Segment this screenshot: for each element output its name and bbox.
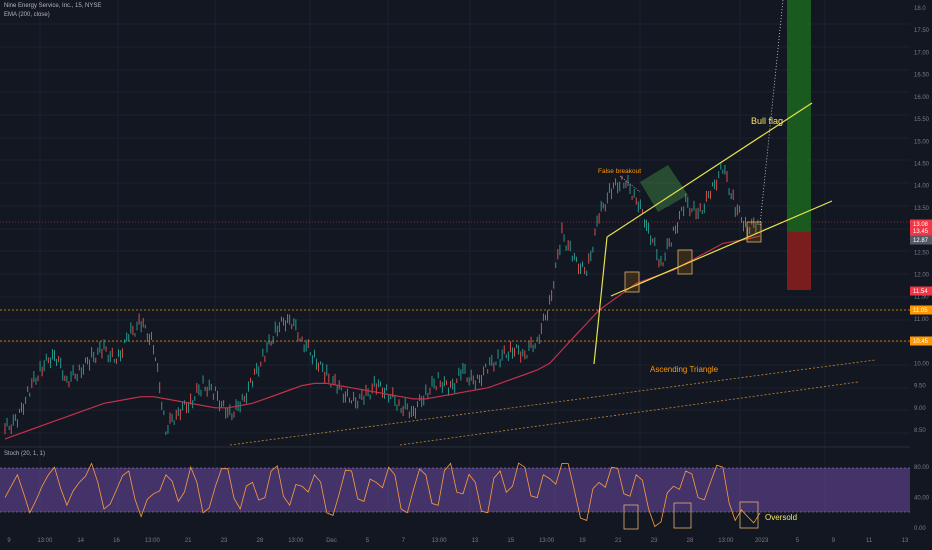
time-axis-label: 14 <box>77 538 84 544</box>
stoch-oversold-box <box>739 501 759 529</box>
price-tag-label: 10.45 <box>913 339 929 345</box>
time-axis-label: 13:00 <box>432 538 448 544</box>
time-axis-label: 13:00 <box>37 538 53 544</box>
flagpole-line <box>593 236 608 365</box>
stoch-axis-label: 80.00 <box>914 465 930 471</box>
price-tag <box>910 219 932 229</box>
time-axis-label: 28 <box>687 538 694 544</box>
ema-line <box>4 235 761 440</box>
price-axis-label: 12.00 <box>914 273 930 279</box>
time-axis-label: 13:00 <box>539 538 555 544</box>
price-tag-label: 12.87 <box>913 238 929 244</box>
time-axis-label: 13 <box>472 538 479 544</box>
oversold-marker-box <box>677 249 693 275</box>
price-tag <box>910 305 932 315</box>
price-axis-label: 18.0 <box>914 6 926 12</box>
time-axis-label: 23 <box>221 538 228 544</box>
oversold-marker-box <box>624 271 640 293</box>
price-axis-label: 17.00 <box>914 50 930 56</box>
false-breakout-label: False breakout <box>598 168 641 175</box>
grid-lines <box>0 0 910 510</box>
stoch-oversold-box <box>673 502 692 529</box>
price-tag-label: 11.05 <box>913 308 928 314</box>
time-axis-label: 16 <box>113 538 120 544</box>
time-axis-label: 13:00 <box>718 538 734 544</box>
stoch-axis-labels: 80.00 40.00 0.00 <box>914 465 930 532</box>
loss-zone <box>787 232 811 290</box>
stoch-oversold-box <box>623 504 639 530</box>
price-tag <box>910 336 932 346</box>
ema-path <box>4 235 761 440</box>
price-axis-label: 16.00 <box>914 95 930 101</box>
time-axis-label: 28 <box>257 538 264 544</box>
price-axis-label: 16.50 <box>914 73 930 79</box>
oversold-marker-box <box>746 221 762 243</box>
price-axis-label: 10.00 <box>914 361 930 367</box>
false-breakout-arrow <box>619 175 641 193</box>
price-axis-label: 12.50 <box>914 250 930 256</box>
price-tag <box>910 235 932 245</box>
time-axis-label: 21 <box>615 538 622 544</box>
false-breakout-zone <box>640 165 688 212</box>
time-axis-label: 13 <box>902 538 909 544</box>
bull-flag-upper-line <box>606 102 813 238</box>
bull-flag-label: Bull flag <box>751 116 783 126</box>
price-axis-label: 13.50 <box>914 206 930 212</box>
time-axis-label: 23 <box>651 538 658 544</box>
price-tag-label: 13.45 <box>913 229 929 235</box>
ascending-triangle-lower <box>399 381 859 446</box>
price-axis-label: 8.50 <box>914 428 926 434</box>
price-tag-label: 13.08 <box>913 222 929 228</box>
time-axis-label: 9 <box>7 538 11 544</box>
price-axis-label: 14.00 <box>914 184 930 190</box>
stoch-line <box>4 462 761 528</box>
price-axis[interactable] <box>910 0 932 550</box>
time-axis-label: 19 <box>579 538 586 544</box>
ema-indicator-label: EMA (200, close) <box>4 12 50 18</box>
price-axis-label: 14.50 <box>914 161 930 167</box>
time-axis-label: 9 <box>832 538 836 544</box>
ascending-triangle-upper <box>229 359 876 446</box>
price-axis-label: 9.00 <box>914 406 926 412</box>
stoch-path <box>4 462 761 528</box>
time-axis-label: 21 <box>185 538 192 544</box>
stoch-indicator-label: Stoch (20, 1, 1) <box>4 451 46 457</box>
price-axis-label: 9.50 <box>914 384 926 390</box>
stoch-axis-label: 0.00 <box>914 526 926 532</box>
price-axis-label: 11.50 <box>914 295 929 301</box>
symbol-title: Nine Energy Service, Inc., 15, NYSE <box>4 3 102 9</box>
time-axis[interactable] <box>0 532 932 550</box>
oversold-label: Oversold <box>765 513 797 522</box>
price-tag-label: 11.54 <box>913 289 928 295</box>
price-series <box>4 163 759 436</box>
profit-zone <box>787 0 811 232</box>
stoch-axis-label: 40.00 <box>914 496 930 502</box>
time-axis-label: 5 <box>366 538 370 544</box>
time-axis-labels: 9 13:00 14 16 13:00 21 23 28 13:00 Dec 5 7 13:00 13 15… <box>7 538 909 544</box>
bull-flag-lower-line <box>610 200 833 297</box>
time-axis-label: Dec <box>326 538 337 544</box>
price-axis-label: 17.50 <box>914 28 930 34</box>
time-axis-label: 5 <box>796 538 800 544</box>
price-tag <box>910 226 932 236</box>
time-axis-label: 2023 <box>755 538 769 544</box>
time-axis-label: 7 <box>402 538 406 544</box>
price-axis-label: 15.00 <box>914 139 930 145</box>
time-axis-label: 11 <box>866 538 873 544</box>
time-axis-label: 15 <box>507 538 514 544</box>
time-axis-label: 13:00 <box>288 538 304 544</box>
price-tag <box>910 286 932 296</box>
price-axis-label: 11.00 <box>914 317 929 323</box>
time-axis-label: 13:00 <box>145 538 161 544</box>
ascending-triangle-label: Ascending Triangle <box>650 365 719 374</box>
price-axis-label: 15.50 <box>914 117 930 123</box>
stoch-band <box>0 468 910 512</box>
